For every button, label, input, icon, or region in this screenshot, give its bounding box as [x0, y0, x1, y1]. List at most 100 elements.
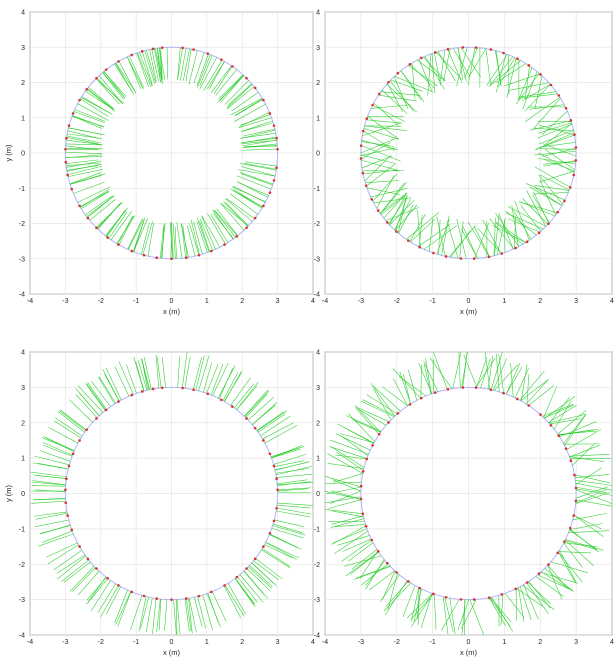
point-marker: [487, 255, 491, 259]
ray-line: [480, 358, 491, 389]
ray-line: [67, 165, 102, 175]
point-marker: [235, 575, 239, 579]
ray-line: [423, 225, 458, 250]
ray-line: [532, 97, 561, 130]
ray-line: [370, 188, 408, 198]
point-marker: [472, 257, 476, 260]
ray-line: [558, 551, 592, 554]
ray-line: [65, 143, 103, 146]
ray-line: [127, 217, 143, 250]
ray-line: [276, 510, 311, 518]
ray-line: [85, 195, 113, 215]
ray-line: [240, 114, 271, 126]
ray-line: [523, 584, 539, 620]
point-marker: [130, 249, 134, 253]
ray-line: [102, 72, 125, 99]
ray-line: [327, 462, 364, 470]
ray-line: [188, 598, 193, 634]
ray-line: [359, 550, 379, 579]
point-marker: [461, 46, 465, 49]
ray-line: [272, 525, 306, 536]
ray-line: [352, 419, 381, 433]
point-marker: [197, 594, 201, 598]
ray-line: [225, 198, 253, 222]
ray-line: [508, 206, 547, 227]
ray-line: [152, 598, 157, 634]
ray-line: [324, 476, 362, 488]
point-marker: [170, 598, 173, 601]
ray-line: [34, 455, 70, 466]
ray-line: [265, 542, 297, 560]
ray-line: [196, 53, 209, 86]
ray-line: [334, 530, 369, 555]
ray-line: [519, 370, 545, 401]
ray-line: [449, 597, 456, 634]
ray-line: [448, 225, 476, 258]
ray-line: [210, 65, 232, 93]
ray-line: [210, 214, 229, 243]
x-tick-label: 4: [311, 639, 315, 646]
ray-line: [207, 61, 225, 89]
y-tick-label: 4: [21, 10, 25, 17]
ray-line: [341, 435, 369, 456]
ray-line: [538, 129, 574, 145]
point-marker: [130, 53, 134, 57]
ray-line: [65, 159, 99, 165]
ray-line: [177, 47, 183, 80]
ray-line: [563, 542, 583, 568]
ray-line: [203, 59, 223, 91]
point-marker: [502, 391, 505, 395]
ray-line: [538, 152, 575, 173]
ray-line: [519, 201, 558, 214]
ray-line: [235, 578, 255, 604]
ray-line: [361, 155, 393, 169]
ray-line: [185, 49, 192, 81]
ray-line: [548, 404, 577, 423]
point-marker: [181, 46, 184, 50]
ray-line: [97, 202, 122, 230]
ray-line: [369, 570, 395, 591]
ray-line: [116, 215, 136, 244]
ray-line: [460, 599, 477, 630]
ray-line: [230, 193, 259, 215]
ray-line: [59, 410, 86, 432]
ray-line: [199, 55, 213, 86]
ray-line: [494, 215, 500, 256]
ray-line: [399, 371, 411, 405]
ray-line: [543, 404, 574, 419]
ray-line: [418, 59, 433, 93]
ray-line: [524, 84, 551, 112]
ray-line: [75, 394, 98, 418]
point-marker: [387, 80, 390, 84]
ray-line: [244, 389, 269, 417]
x-tick-label: -4: [322, 298, 328, 305]
ray-line: [139, 52, 153, 86]
ray-line: [569, 523, 603, 531]
y-tick-label: 2: [21, 80, 25, 87]
ray-line: [334, 524, 366, 527]
ray-line: [382, 570, 396, 600]
ray-line: [539, 174, 570, 191]
point-marker: [361, 512, 365, 516]
ray-line: [572, 443, 595, 466]
ray-line: [232, 185, 266, 203]
ray-line: [341, 539, 372, 562]
ray-line: [395, 204, 418, 231]
ray-line: [366, 187, 400, 195]
ray-line: [379, 574, 400, 602]
y-tick-label: 3: [316, 385, 320, 392]
x-tick-label: 0: [170, 639, 174, 646]
point-marker: [474, 386, 478, 389]
ray-line: [410, 593, 434, 620]
point-marker: [396, 71, 400, 75]
ray-line: [106, 586, 121, 614]
ray-line: [212, 362, 229, 396]
ray-line: [235, 99, 264, 116]
point-marker: [65, 477, 68, 481]
ray-line: [558, 551, 583, 583]
point-marker: [444, 255, 448, 258]
ray-line: [361, 145, 401, 162]
ray-line: [438, 219, 441, 255]
ray-line: [482, 219, 502, 254]
ray-line: [423, 360, 439, 392]
